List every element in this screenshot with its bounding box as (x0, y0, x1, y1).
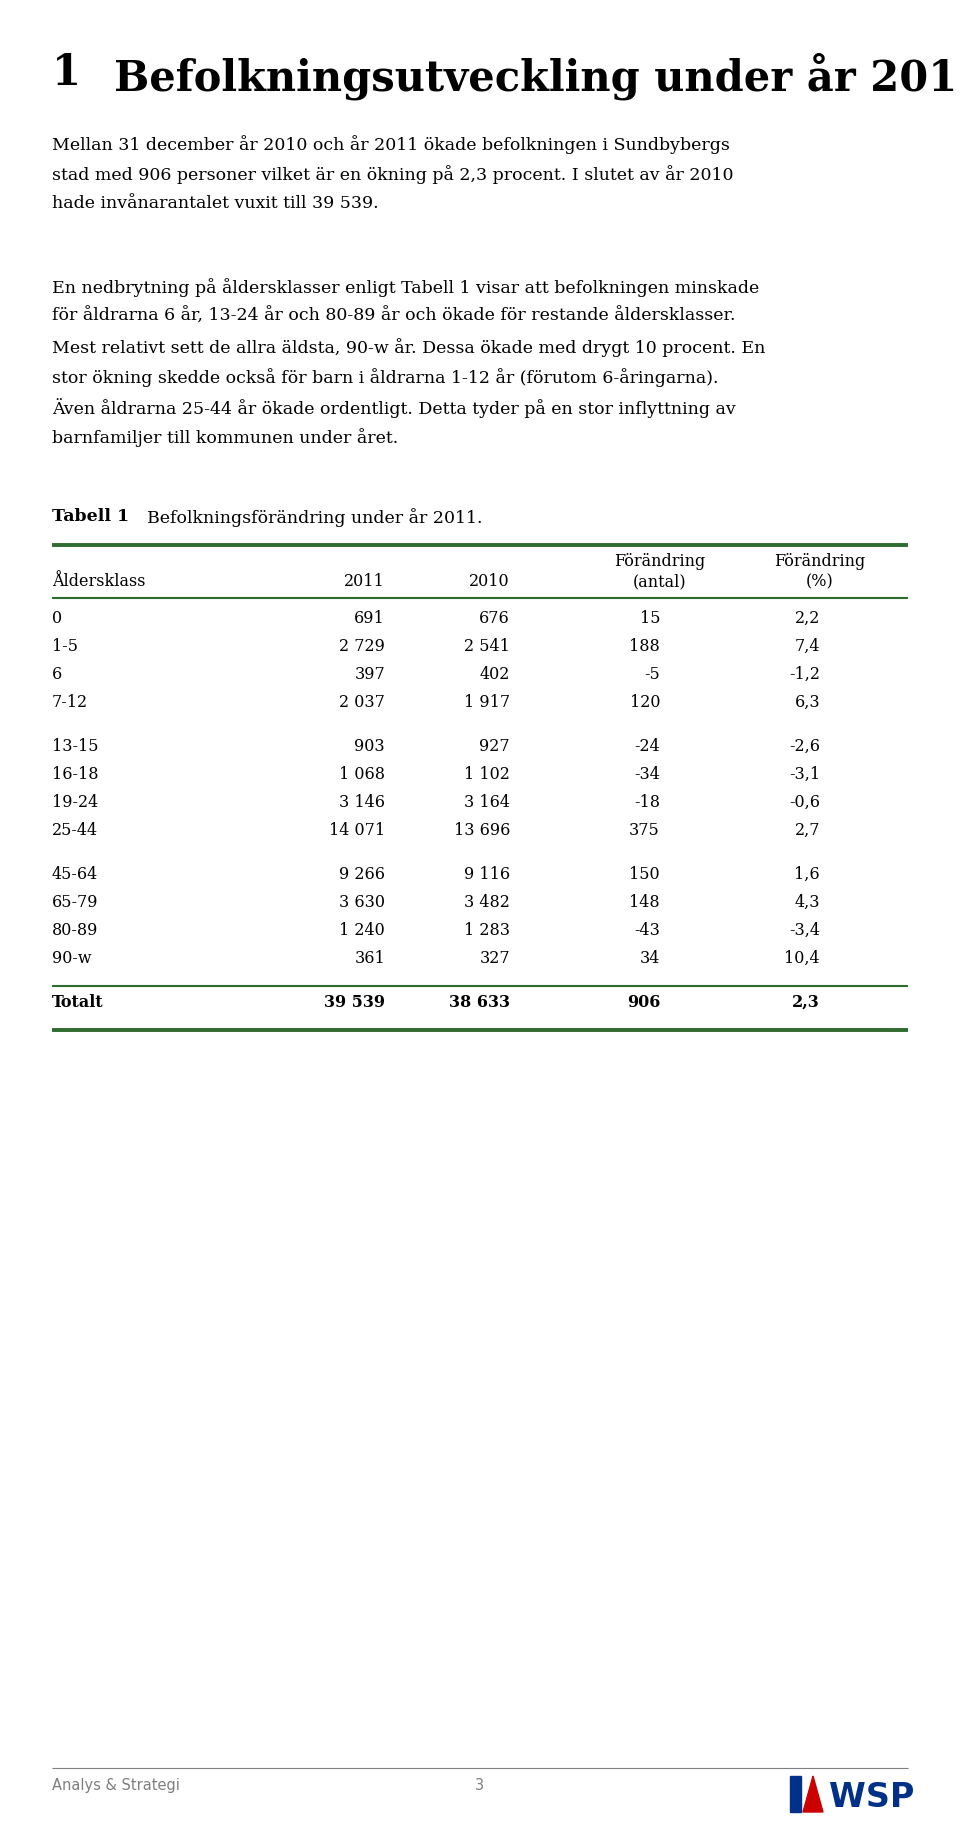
Text: 16-18: 16-18 (52, 766, 99, 784)
Text: 906: 906 (627, 994, 660, 1010)
Text: stad med 906 personer vilket är en ökning på 2,3 procent. I slutet av år 2010: stad med 906 personer vilket är en öknin… (52, 164, 733, 185)
Text: 80-89: 80-89 (52, 923, 98, 939)
Text: 9 116: 9 116 (464, 866, 510, 882)
Text: 927: 927 (479, 738, 510, 755)
Text: -43: -43 (635, 923, 660, 939)
Text: 3 146: 3 146 (339, 795, 385, 811)
Text: 10,4: 10,4 (784, 950, 820, 966)
Text: -34: -34 (635, 766, 660, 784)
Text: 90-w: 90-w (52, 950, 91, 966)
Text: -0,6: -0,6 (789, 795, 820, 811)
Text: 3: 3 (475, 1778, 485, 1792)
Bar (790, 1776, 801, 1812)
Text: -5: -5 (644, 667, 660, 683)
Text: 1: 1 (52, 51, 81, 93)
Text: (antal): (antal) (634, 574, 686, 590)
Text: hade invånarantalet vuxit till 39 539.: hade invånarantalet vuxit till 39 539. (52, 195, 378, 212)
Text: 7-12: 7-12 (52, 694, 88, 711)
Text: 4,3: 4,3 (795, 893, 820, 912)
Text: WSP: WSP (829, 1781, 914, 1814)
Text: 327: 327 (479, 950, 510, 966)
Text: 903: 903 (354, 738, 385, 755)
Text: -3,4: -3,4 (789, 923, 820, 939)
Text: 402: 402 (480, 667, 510, 683)
Text: 13-15: 13-15 (52, 738, 99, 755)
Text: 1 917: 1 917 (464, 694, 510, 711)
Text: 25-44: 25-44 (52, 822, 98, 839)
Text: 1 283: 1 283 (464, 923, 510, 939)
Text: Förändring: Förändring (614, 554, 706, 570)
Text: Tabell 1: Tabell 1 (52, 508, 130, 524)
Text: (%): (%) (806, 574, 834, 590)
Text: 45-64: 45-64 (52, 866, 98, 882)
Text: -3,1: -3,1 (789, 766, 820, 784)
Text: -18: -18 (634, 795, 660, 811)
Text: 0: 0 (52, 610, 62, 627)
Text: Mest relativt sett de allra äldsta, 90-w år. Dessa ökade med drygt 10 procent. E: Mest relativt sett de allra äldsta, 90-w… (52, 338, 765, 356)
Text: 1 102: 1 102 (464, 766, 510, 784)
Text: 2011: 2011 (345, 574, 385, 590)
Polygon shape (803, 1776, 823, 1812)
Text: Även åldrarna 25-44 år ökade ordentligt. Detta tyder på en stor inflyttning av: Även åldrarna 25-44 år ökade ordentligt.… (52, 398, 735, 418)
Text: barnfamiljer till kommunen under året.: barnfamiljer till kommunen under året. (52, 428, 398, 448)
Text: 6,3: 6,3 (794, 694, 820, 711)
Text: Analys & Strategi: Analys & Strategi (52, 1778, 180, 1792)
Text: -24: -24 (635, 738, 660, 755)
Text: 2,3: 2,3 (792, 994, 820, 1010)
Text: Åldersklass: Åldersklass (52, 574, 146, 590)
Text: 2,2: 2,2 (795, 610, 820, 627)
Text: 397: 397 (354, 667, 385, 683)
Text: 676: 676 (479, 610, 510, 627)
Text: 691: 691 (354, 610, 385, 627)
Text: stor ökning skedde också för barn i åldrarna 1-12 år (förutom 6-åringarna).: stor ökning skedde också för barn i åldr… (52, 367, 718, 387)
Text: 3 630: 3 630 (339, 893, 385, 912)
Text: 150: 150 (630, 866, 660, 882)
Text: 1 068: 1 068 (339, 766, 385, 784)
Text: Mellan 31 december år 2010 och år 2011 ökade befolkningen i Sundbybergs: Mellan 31 december år 2010 och år 2011 ö… (52, 135, 730, 153)
Text: 361: 361 (354, 950, 385, 966)
Text: 3 164: 3 164 (464, 795, 510, 811)
Text: 1 240: 1 240 (339, 923, 385, 939)
Text: 1-5: 1-5 (52, 638, 78, 656)
Text: Befolkningsförändring under år 2011.: Befolkningsförändring under år 2011. (147, 508, 483, 526)
Text: 19-24: 19-24 (52, 795, 98, 811)
Text: 1,6: 1,6 (794, 866, 820, 882)
Text: Förändring: Förändring (775, 554, 866, 570)
Text: 14 071: 14 071 (329, 822, 385, 839)
Text: Befolkningsutveckling under år 2011: Befolkningsutveckling under år 2011 (114, 51, 960, 99)
Text: -2,6: -2,6 (789, 738, 820, 755)
Text: 2010: 2010 (469, 574, 510, 590)
Text: 6: 6 (52, 667, 62, 683)
Text: 7,4: 7,4 (795, 638, 820, 656)
Text: 13 696: 13 696 (454, 822, 510, 839)
Text: En nedbrytning på åldersklasser enligt Tabell 1 visar att befolkningen minskade: En nedbrytning på åldersklasser enligt T… (52, 278, 759, 298)
Text: 120: 120 (630, 694, 660, 711)
Text: 2 037: 2 037 (339, 694, 385, 711)
Text: 65-79: 65-79 (52, 893, 99, 912)
Text: 2 541: 2 541 (464, 638, 510, 656)
Text: Totalt: Totalt (52, 994, 104, 1010)
Text: 188: 188 (629, 638, 660, 656)
Text: -1,2: -1,2 (789, 667, 820, 683)
Text: 375: 375 (629, 822, 660, 839)
Text: 15: 15 (639, 610, 660, 627)
Text: 9 266: 9 266 (339, 866, 385, 882)
Text: 148: 148 (630, 893, 660, 912)
Text: 2,7: 2,7 (795, 822, 820, 839)
Text: 2 729: 2 729 (339, 638, 385, 656)
Text: 34: 34 (639, 950, 660, 966)
Text: 39 539: 39 539 (324, 994, 385, 1010)
Text: 3 482: 3 482 (464, 893, 510, 912)
Text: 38 633: 38 633 (449, 994, 510, 1010)
Text: för åldrarna 6 år, 13-24 år och 80-89 år och ökade för restande åldersklasser.: för åldrarna 6 år, 13-24 år och 80-89 år… (52, 309, 735, 325)
